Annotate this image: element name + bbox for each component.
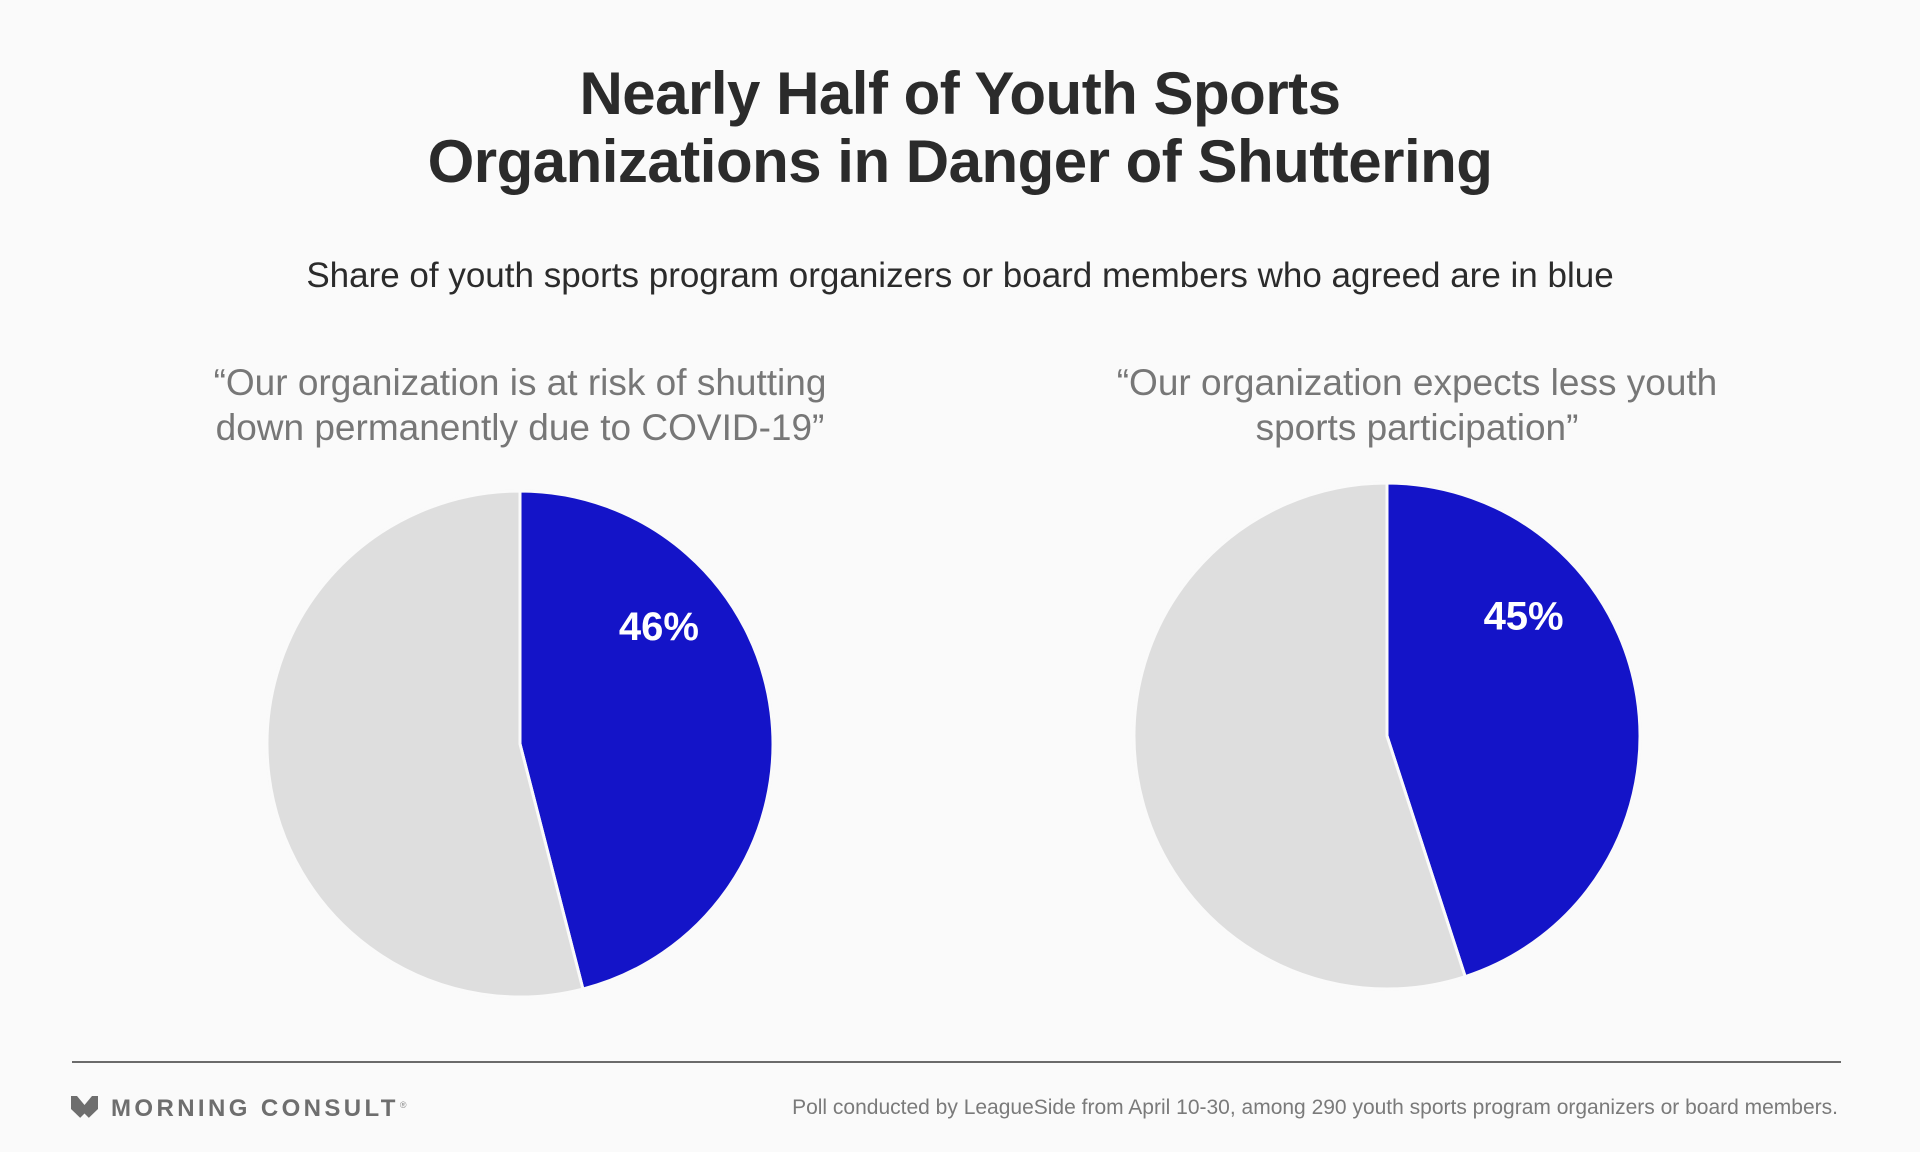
- pie-slice-other: [1132, 481, 1467, 991]
- brand-name: MORNING CONSULT: [111, 1095, 399, 1122]
- pie-1-title-line-2: down permanently due to COVID-19”: [215, 407, 825, 448]
- footer-divider: [72, 1061, 1841, 1063]
- chart-title-line-2: Organizations in Danger of Shuttering: [427, 128, 1493, 195]
- chart-title-line-1: Nearly Half of Youth Sports: [579, 60, 1341, 127]
- pie-slice-agreed: [1385, 481, 1642, 979]
- source-note: Poll conducted by LeagueSide from April …: [792, 1096, 1838, 1119]
- pie-slice-agreed: [518, 489, 775, 991]
- pie-slice-other: [265, 489, 585, 999]
- pie-2-title-line-2: sports participation”: [1255, 407, 1579, 448]
- pie-1-title-line-1: “Our organization is at risk of shutting: [213, 362, 827, 403]
- pie-2-title: “Our organization expects less youth spo…: [1037, 360, 1797, 450]
- pie-1-title: “Our organization is at risk of shutting…: [140, 360, 900, 450]
- pie-slice-label-agreed: 46%: [619, 605, 699, 649]
- registered-mark: ®: [399, 1100, 407, 1110]
- chart-title: Nearly Half of Youth Sports Organization…: [0, 60, 1920, 196]
- chart-subtitle: Share of youth sports program organizers…: [306, 256, 1614, 295]
- pie-2-title-line-1: “Our organization expects less youth: [1116, 362, 1718, 403]
- morning-consult-logo-icon: [71, 1096, 98, 1122]
- morning-consult-logo: MORNING CONSULT ®: [71, 1094, 407, 1124]
- pie-slice-label-agreed: 45%: [1484, 595, 1564, 639]
- pie-chart-1: 46%: [265, 489, 775, 999]
- pie-chart-2: 45%: [1132, 481, 1642, 991]
